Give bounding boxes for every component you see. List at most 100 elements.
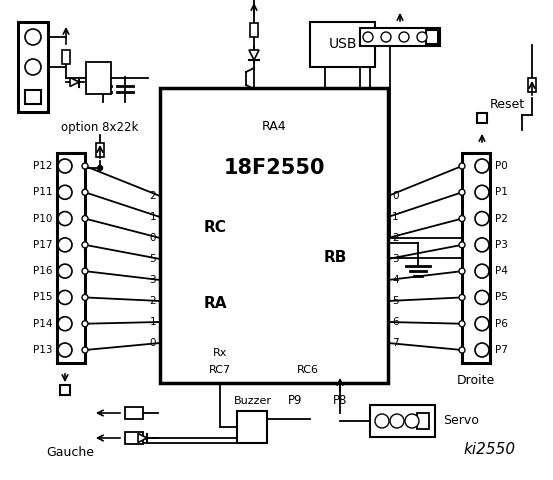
- Bar: [18, 22, 48, 112]
- Circle shape: [25, 59, 41, 75]
- Bar: [96, 143, 104, 157]
- Circle shape: [475, 264, 489, 278]
- Bar: [250, 23, 258, 37]
- Text: RC6: RC6: [297, 365, 319, 375]
- Text: P10: P10: [33, 214, 52, 224]
- Text: P5: P5: [495, 292, 508, 302]
- Text: USB: USB: [328, 37, 357, 51]
- Circle shape: [82, 216, 88, 222]
- Text: Rx: Rx: [213, 348, 227, 358]
- Bar: [60, 385, 70, 395]
- Bar: [528, 78, 536, 92]
- Circle shape: [82, 163, 88, 169]
- Circle shape: [58, 159, 72, 173]
- Text: P14: P14: [33, 319, 52, 329]
- Text: RC: RC: [204, 220, 226, 236]
- Text: 2: 2: [149, 191, 156, 201]
- Text: 0: 0: [149, 338, 156, 348]
- Bar: [462, 153, 490, 363]
- Text: 2: 2: [149, 296, 156, 306]
- Bar: [125, 407, 143, 419]
- Bar: [25, 90, 41, 104]
- Text: P0: P0: [495, 161, 508, 171]
- Bar: [237, 411, 267, 443]
- Circle shape: [58, 238, 72, 252]
- Circle shape: [58, 317, 72, 331]
- Text: Gauche: Gauche: [46, 446, 94, 459]
- Text: 4: 4: [392, 275, 399, 285]
- Circle shape: [475, 185, 489, 199]
- Circle shape: [82, 321, 88, 327]
- Circle shape: [459, 321, 465, 327]
- Circle shape: [390, 414, 404, 428]
- Bar: [310, 22, 375, 67]
- Circle shape: [475, 212, 489, 226]
- Text: 18F2550: 18F2550: [223, 158, 325, 178]
- Circle shape: [58, 185, 72, 199]
- Text: 3: 3: [392, 254, 399, 264]
- Circle shape: [459, 216, 465, 222]
- Text: RA: RA: [204, 296, 227, 311]
- Circle shape: [58, 264, 72, 278]
- Text: 0: 0: [392, 191, 399, 201]
- Circle shape: [459, 242, 465, 248]
- Text: RA4: RA4: [262, 120, 286, 132]
- Text: P7: P7: [495, 345, 508, 355]
- Text: 1: 1: [149, 212, 156, 222]
- Circle shape: [82, 189, 88, 195]
- Circle shape: [475, 290, 489, 304]
- Text: P2: P2: [495, 214, 508, 224]
- Text: 2: 2: [392, 233, 399, 243]
- Text: 1: 1: [149, 317, 156, 327]
- Circle shape: [459, 347, 465, 353]
- Text: P9: P9: [288, 395, 302, 408]
- Text: P17: P17: [33, 240, 52, 250]
- Circle shape: [475, 343, 489, 357]
- Circle shape: [475, 317, 489, 331]
- Circle shape: [82, 294, 88, 300]
- Text: P1: P1: [495, 187, 508, 197]
- Circle shape: [381, 32, 391, 42]
- Text: P8: P8: [333, 395, 347, 408]
- Circle shape: [417, 32, 427, 42]
- Text: 3: 3: [149, 275, 156, 285]
- Circle shape: [375, 414, 389, 428]
- Text: Reset: Reset: [489, 98, 525, 111]
- Circle shape: [459, 163, 465, 169]
- Text: 1: 1: [392, 212, 399, 222]
- Bar: [360, 28, 440, 46]
- Text: ki2550: ki2550: [464, 443, 516, 457]
- Text: option 8x22k: option 8x22k: [61, 120, 139, 133]
- Circle shape: [82, 347, 88, 353]
- Text: P13: P13: [33, 345, 52, 355]
- Text: 0: 0: [149, 233, 156, 243]
- Bar: [426, 30, 438, 44]
- Text: Droite: Droite: [457, 374, 495, 387]
- Circle shape: [82, 268, 88, 274]
- Bar: [477, 113, 487, 123]
- Text: RB: RB: [324, 251, 347, 265]
- Circle shape: [97, 166, 102, 170]
- Text: 6: 6: [392, 317, 399, 327]
- Polygon shape: [70, 77, 79, 86]
- Text: RC7: RC7: [209, 365, 231, 375]
- Circle shape: [82, 242, 88, 248]
- Text: 5: 5: [392, 296, 399, 306]
- Text: P12: P12: [33, 161, 52, 171]
- Text: 5: 5: [149, 254, 156, 264]
- Circle shape: [459, 189, 465, 195]
- Bar: [125, 432, 143, 444]
- Circle shape: [25, 29, 41, 45]
- Circle shape: [459, 268, 465, 274]
- Circle shape: [405, 414, 419, 428]
- Circle shape: [475, 159, 489, 173]
- Bar: [160, 88, 388, 383]
- Bar: [370, 405, 435, 437]
- Text: P11: P11: [33, 187, 52, 197]
- Text: P3: P3: [495, 240, 508, 250]
- Text: P16: P16: [33, 266, 52, 276]
- Polygon shape: [249, 50, 259, 60]
- Text: P15: P15: [33, 292, 52, 302]
- Circle shape: [475, 238, 489, 252]
- Circle shape: [399, 32, 409, 42]
